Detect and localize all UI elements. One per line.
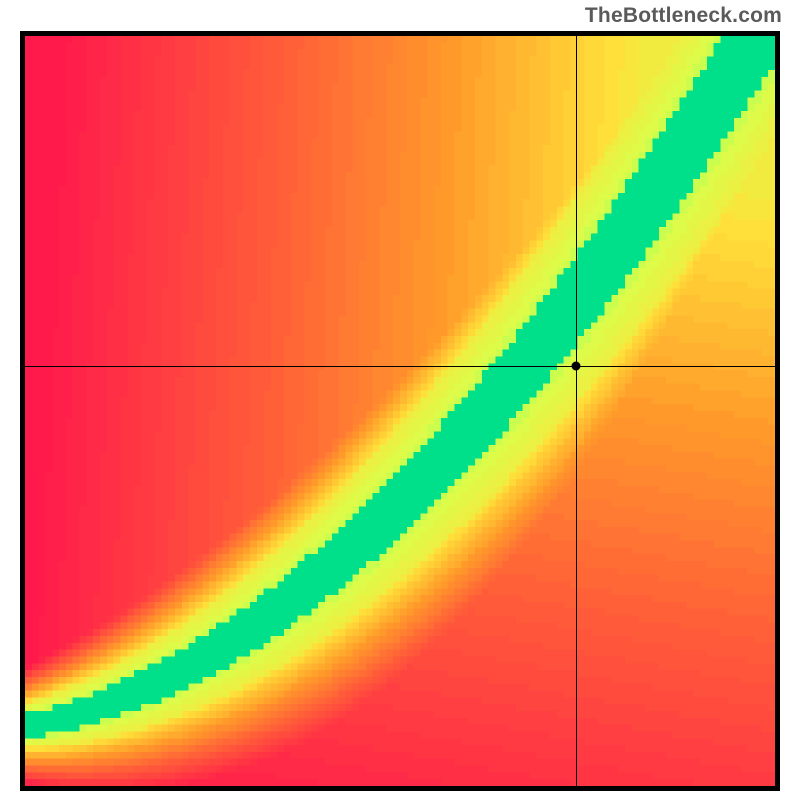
crosshair-vertical <box>576 36 577 786</box>
chart-container: TheBottleneck.com <box>0 0 800 800</box>
crosshair-marker <box>572 362 581 371</box>
crosshair-horizontal <box>25 366 775 367</box>
heatmap-canvas <box>25 36 775 786</box>
watermark-text: TheBottleneck.com <box>585 4 782 28</box>
plot-frame <box>20 31 780 791</box>
